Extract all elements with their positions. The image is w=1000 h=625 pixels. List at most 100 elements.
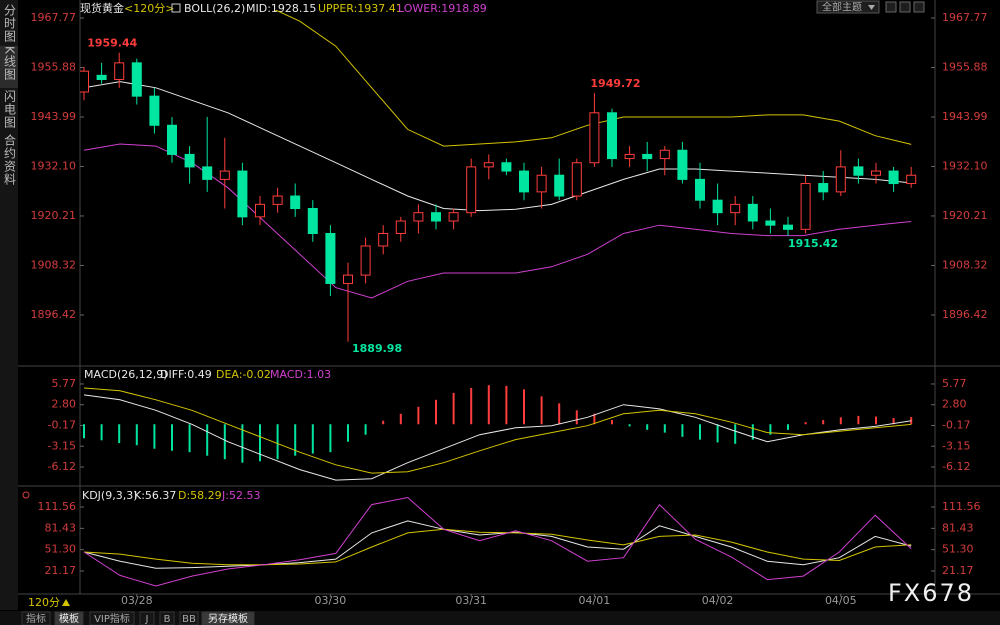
toggle-box[interactable] [171, 3, 181, 13]
y-tick-label-left: 111.56 [38, 500, 77, 513]
candle-body [624, 153, 635, 160]
candle-body [659, 149, 670, 160]
tab-label: 另存模板 [208, 612, 248, 625]
sidebar-tab[interactable]: 闪电图 [3, 90, 17, 129]
tab[interactable] [21, 611, 51, 625]
kdj-legend: J:52.53 [221, 489, 260, 502]
candle-body [431, 212, 441, 222]
x-tick-label: 04/05 [825, 594, 857, 607]
x-tick-label: 04/02 [702, 594, 734, 607]
sidebar-tab[interactable]: 合约资料 [3, 133, 17, 186]
price-plot [80, 10, 917, 342]
y-tick-label-left: 21.17 [45, 564, 77, 577]
kdj-icon[interactable] [22, 491, 30, 499]
macd-legend: DIFF:0.49 [160, 368, 212, 381]
candle-body [571, 162, 582, 197]
boll-line [274, 10, 912, 147]
macd-line [83, 387, 912, 474]
window-button[interactable] [899, 1, 911, 13]
macd-legend: DEA:-0.02 [216, 368, 271, 381]
candle-body [255, 203, 265, 218]
tab[interactable] [179, 611, 199, 625]
kdj-plot [83, 496, 912, 587]
candle-body [131, 62, 142, 97]
tab[interactable] [139, 611, 155, 625]
y-tick-label-left: 5.77 [52, 377, 77, 390]
window-button[interactable] [913, 1, 925, 13]
boll-label: BOLL(26,2) [184, 2, 245, 15]
boll-line [83, 143, 912, 299]
candle-body [202, 166, 213, 180]
candle-body [237, 170, 248, 218]
period-arrow [62, 599, 70, 606]
x-tick-label: 04/01 [579, 594, 611, 607]
tab[interactable] [54, 611, 84, 625]
tab[interactable] [201, 611, 255, 625]
y-tick-label-left: 51.30 [45, 543, 77, 556]
macd-line [83, 394, 912, 481]
y-tick-label-left: 1920.21 [31, 209, 77, 222]
y-tick-label-left: -0.17 [48, 418, 76, 431]
kdj-line [83, 496, 912, 587]
candle-body [747, 203, 758, 222]
boll-line [83, 81, 912, 212]
candle-body [413, 212, 424, 222]
sidebar-tab[interactable]: K线图 [3, 46, 17, 81]
dropdown-arrow [868, 5, 875, 10]
price-annotation: 1915.42 [788, 237, 838, 250]
theme-label: 全部主题 [822, 1, 862, 14]
candle-body [184, 153, 195, 168]
candle-body [483, 162, 494, 168]
candle-body [343, 274, 353, 284]
y-tick-label-left: 81.43 [45, 521, 77, 534]
y-tick-label-left: 1932.10 [31, 159, 77, 172]
y-tick-label-right: -0.17 [942, 418, 970, 431]
y-tick-label-left: -3.15 [48, 439, 76, 452]
bottom-tabs: 指标 模板 VIP指标 J B BB 另存模板 [21, 611, 255, 625]
candle-body [712, 199, 723, 214]
candle-body [818, 183, 829, 193]
kdj-legend: D:58.29 [178, 489, 222, 502]
period: <120分> [124, 2, 174, 15]
period-selector[interactable]: 120分 [28, 596, 60, 609]
macd-plot [83, 385, 913, 481]
kdj-line [83, 528, 912, 566]
y-tick-label-right: 2.80 [942, 398, 967, 411]
sidebar-tab[interactable]: 分时图 [3, 4, 17, 43]
tab-label: B [164, 614, 171, 625]
y-tick-label-right: 1932.10 [942, 159, 988, 172]
x-tick-label: 03/28 [121, 594, 153, 607]
x-tick-label: 03/31 [455, 594, 487, 607]
tab[interactable] [159, 611, 175, 625]
macd-legend: MACD:1.03 [270, 368, 331, 381]
y-tick-label-right: 1908.32 [942, 258, 988, 271]
y-tick-label-left: 1955.88 [31, 61, 77, 74]
candle-body [677, 149, 688, 180]
candle-body [448, 212, 459, 222]
y-tick-label-right: 5.77 [942, 377, 967, 390]
candle-body [871, 170, 881, 176]
window-button[interactable] [885, 1, 897, 13]
sidebar-active [0, 46, 18, 88]
candle-body [395, 220, 406, 234]
x-tick-label: 03/30 [315, 594, 347, 607]
theme-button[interactable] [816, 0, 880, 14]
candle-body [378, 232, 389, 247]
y-tick-label-left: 1908.32 [31, 258, 77, 271]
candle-body [114, 62, 125, 81]
y-tick-label-right: -6.12 [942, 460, 970, 473]
candle-body [888, 170, 899, 185]
candle-body [272, 195, 283, 205]
candle-body [765, 220, 776, 226]
y-tick-label-right: 51.30 [942, 543, 974, 556]
y-tick-label-left: 1943.99 [31, 110, 77, 123]
candle-body [642, 153, 653, 160]
tab[interactable] [89, 611, 135, 625]
candle-body [96, 74, 107, 81]
y-tick-label-left: 1896.42 [31, 308, 77, 321]
candle-body [730, 203, 741, 214]
y-tick-label-right: 21.17 [942, 564, 974, 577]
boll-upper: UPPER:1937.41 [318, 2, 403, 15]
